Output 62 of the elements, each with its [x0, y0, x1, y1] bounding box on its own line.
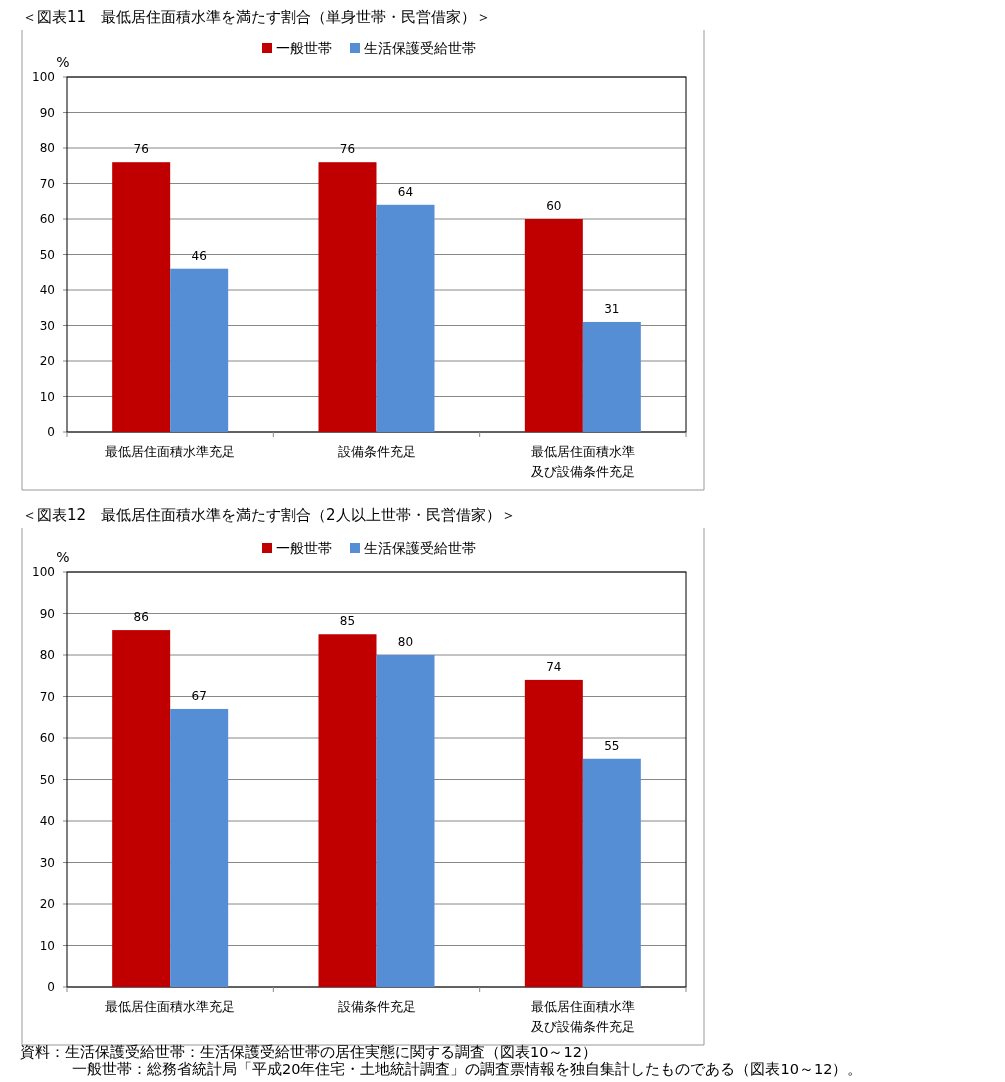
data-label: 60	[546, 199, 562, 213]
bar	[318, 162, 377, 432]
bar	[170, 268, 229, 432]
y-tick-label: 50	[39, 247, 55, 262]
bar	[318, 634, 377, 987]
legend-label: 生活保護受給世帯	[364, 40, 476, 56]
bar	[582, 758, 641, 987]
y-tick-label: 70	[39, 689, 55, 704]
bar	[112, 162, 171, 432]
legend-label: 一般世帯	[276, 540, 332, 556]
y-tick-label: 10	[39, 389, 55, 404]
data-label: 67	[191, 688, 207, 703]
data-label: 55	[604, 738, 620, 753]
y-tick-label: 80	[39, 648, 55, 662]
y-tick-label: 80	[39, 141, 55, 155]
bar	[376, 204, 435, 432]
x-tick-label: 最低居住面積水準及び設備条件充足	[530, 999, 635, 1034]
data-label: 85	[339, 614, 356, 629]
chart-title: ＜図表12 最低居住面積水準を満たす割合（2人以上世帯・民営借家）＞	[22, 506, 516, 524]
y-tick-label: 0	[47, 980, 55, 994]
data-label: 80	[397, 635, 414, 649]
y-tick-label: 20	[39, 897, 55, 911]
legend-label: 生活保護受給世帯	[364, 540, 476, 556]
y-tick-label: 20	[39, 354, 55, 368]
data-label: 64	[397, 184, 414, 199]
y-tick-label: 40	[39, 283, 55, 297]
x-tick-label: 最低居住面積水準充足	[105, 999, 236, 1014]
y-tick-label: 100	[32, 565, 55, 579]
text: 資料：生活保護受給世帯：生活保護受給世帯の居住実態に関する調査（図表10～12）	[20, 1044, 597, 1060]
data-label: 46	[191, 248, 207, 263]
data-label: 31	[604, 301, 620, 316]
x-tick-label: 最低居住面積水準充足	[105, 444, 236, 459]
data-label: 76	[133, 142, 149, 157]
y-tick-label: 10	[39, 938, 55, 953]
y-tick-label: 100	[32, 70, 55, 84]
x-tick-label: 設備条件充足	[337, 444, 416, 459]
y-tick-label: 0	[47, 425, 55, 439]
y-tick-label: 50	[39, 772, 55, 787]
legend-label: 一般世帯	[276, 40, 332, 56]
y-tick-label: 90	[39, 105, 55, 120]
x-tick-label: 最低居住面積水準及び設備条件充足	[530, 444, 635, 479]
bar	[112, 630, 171, 987]
y-axis-title: %	[56, 549, 70, 565]
y-tick-label: 90	[39, 606, 55, 621]
bar	[524, 219, 583, 432]
bar	[376, 655, 435, 987]
y-tick-label: 30	[39, 318, 55, 333]
y-tick-label: 70	[39, 176, 55, 191]
bar	[170, 708, 229, 987]
bar	[524, 679, 583, 987]
y-tick-label: 40	[39, 814, 55, 828]
data-label: 86	[133, 610, 149, 625]
text: 一般世帯：総務省統計局「平成20年住宅・土地統計調査」の調査票情報を独自集計したものである（図表10～12）。	[72, 1061, 863, 1077]
y-tick-label: 60	[39, 731, 55, 745]
x-tick-label: 設備条件充足	[337, 999, 416, 1014]
y-tick-label: 30	[39, 855, 55, 870]
data-label: 74	[546, 659, 562, 674]
y-tick-label: 60	[39, 212, 55, 226]
y-axis-title: %	[56, 54, 70, 70]
chart-title: ＜図表11 最低居住面積水準を満たす割合（単身世帯・民営借家）＞	[22, 8, 492, 26]
data-label: 76	[339, 142, 356, 157]
bar	[582, 321, 641, 432]
